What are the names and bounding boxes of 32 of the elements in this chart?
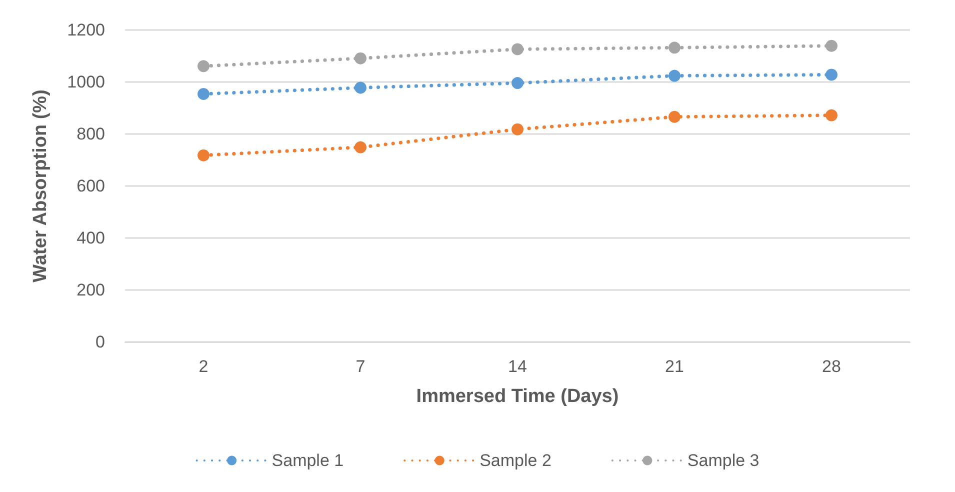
legend-label: Sample 2 bbox=[480, 451, 552, 470]
point bbox=[668, 42, 680, 54]
y-tick-label: 1200 bbox=[67, 20, 105, 40]
y-tick-label: 200 bbox=[76, 280, 105, 300]
x-tick-label: 28 bbox=[822, 357, 841, 376]
point bbox=[668, 70, 680, 82]
y-axis-title: Water Absorption (%) bbox=[30, 90, 51, 282]
x-tick-label: 7 bbox=[356, 357, 366, 376]
point bbox=[512, 123, 524, 136]
x-tick-label: 2 bbox=[198, 357, 208, 376]
x-tick-label: 14 bbox=[508, 357, 527, 376]
point bbox=[826, 68, 838, 81]
point bbox=[826, 109, 838, 122]
point bbox=[354, 52, 366, 64]
y-tick-label: 1000 bbox=[67, 72, 105, 92]
point bbox=[198, 149, 210, 162]
point bbox=[198, 88, 210, 100]
y-tick-label: 400 bbox=[76, 228, 105, 248]
x-tick-label: 21 bbox=[665, 357, 684, 376]
legend-label: Sample 1 bbox=[272, 451, 344, 470]
x-axis-title: Immersed Time (Days) bbox=[416, 386, 619, 407]
y-tick-label: 600 bbox=[76, 176, 105, 196]
point bbox=[826, 40, 838, 52]
point bbox=[354, 82, 366, 94]
point bbox=[354, 141, 366, 154]
point bbox=[512, 77, 524, 90]
point bbox=[668, 110, 680, 123]
legend-label: Sample 3 bbox=[687, 451, 760, 470]
y-tick-label: 0 bbox=[96, 332, 105, 352]
point bbox=[198, 60, 210, 72]
y-tick-label: 800 bbox=[76, 124, 105, 144]
point bbox=[512, 43, 524, 56]
